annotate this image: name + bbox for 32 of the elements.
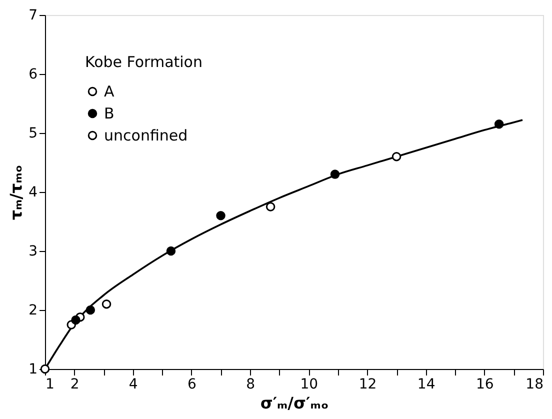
x-tick-label: 14 [417, 376, 436, 392]
point [71, 315, 80, 325]
x-tick-label: 1 [46, 376, 54, 392]
x-tick-label: 10 [300, 376, 318, 392]
x-tick-label: 16 [476, 376, 494, 392]
x-tick-label: 4 [128, 376, 138, 392]
x-axis-title: σ′ₘ/σ′ₘₒ [260, 394, 329, 412]
point [392, 152, 402, 162]
x-tick-label: 18 [526, 376, 544, 392]
point [102, 299, 112, 309]
y-tick-label: 7 [28, 8, 38, 24]
x-tick-label: 2 [70, 376, 80, 392]
y-axis-title: τₘ/τₘₒ [6, 164, 26, 220]
point [330, 170, 340, 179]
point [266, 202, 276, 212]
x-tick-label: 6 [188, 376, 197, 392]
legend-label: B [104, 104, 114, 122]
legend-label: A [104, 82, 115, 100]
point [494, 120, 504, 129]
point [86, 305, 96, 315]
point [166, 246, 176, 256]
legend-label: unconfined [104, 126, 188, 144]
y-tick-label: 2 [28, 302, 38, 318]
y-tick-label: 3 [28, 244, 38, 260]
y-tick-label: 1 [28, 362, 38, 378]
y-tick-label: 6 [28, 66, 38, 82]
point [216, 210, 226, 220]
y-tick-label: 5 [28, 126, 38, 142]
legend-title: Kobe Formation [85, 53, 202, 71]
x-tick-label: 12 [358, 376, 377, 392]
x-tick-label: 8 [246, 376, 256, 392]
y-tick-label: 4 [28, 184, 38, 200]
